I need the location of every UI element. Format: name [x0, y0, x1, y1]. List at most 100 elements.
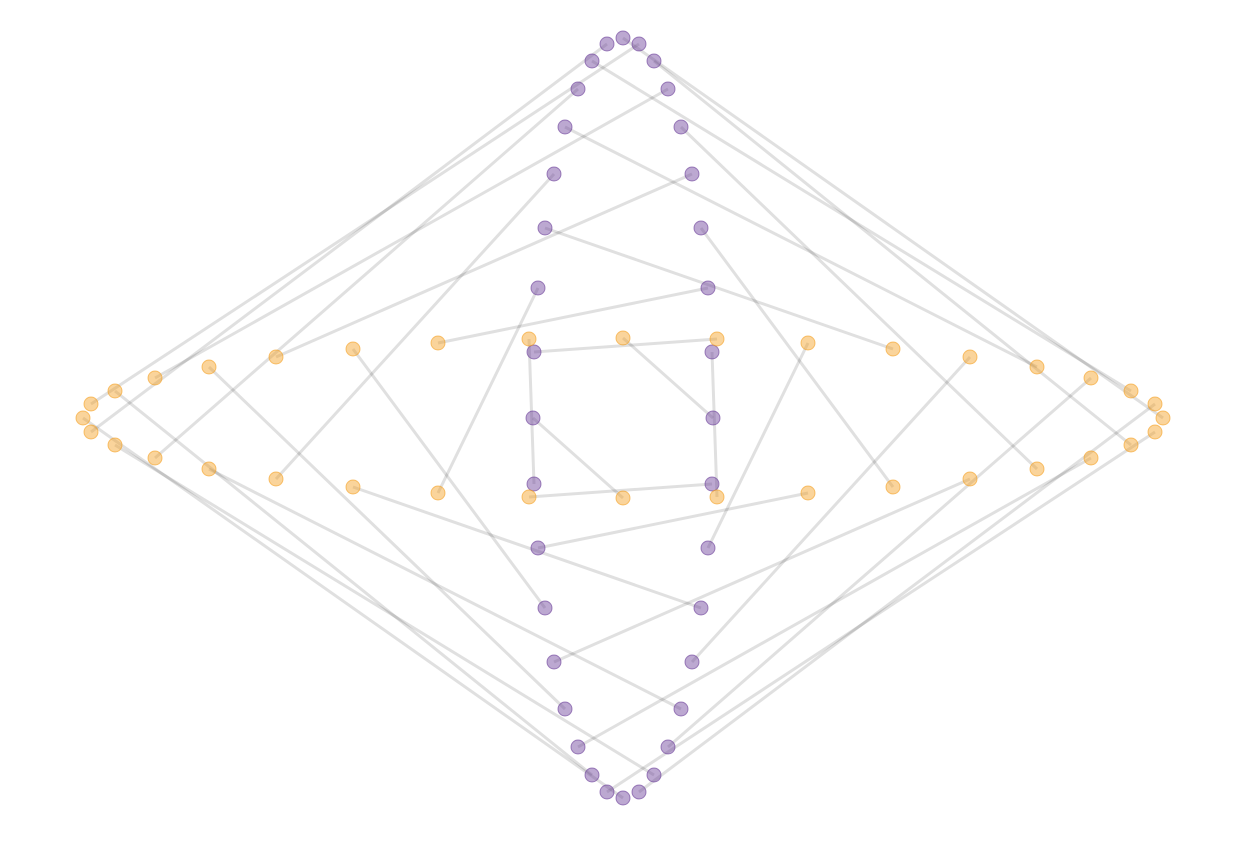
point	[557, 119, 573, 135]
point	[107, 437, 123, 453]
point	[83, 424, 99, 440]
link	[638, 402, 1156, 794]
link	[208, 467, 682, 711]
point	[201, 461, 217, 477]
point	[684, 654, 700, 670]
point	[615, 30, 631, 46]
link	[114, 443, 655, 777]
points	[75, 30, 1171, 806]
point	[83, 396, 99, 412]
point	[599, 784, 615, 800]
point	[660, 739, 676, 755]
point	[885, 479, 901, 495]
point	[599, 36, 615, 52]
point	[530, 280, 546, 296]
link	[90, 42, 608, 434]
link	[528, 482, 713, 499]
link	[154, 87, 669, 380]
link	[351, 348, 547, 609]
point	[962, 349, 978, 365]
link	[699, 227, 895, 488]
point	[660, 81, 676, 97]
point	[268, 471, 284, 487]
point	[546, 166, 562, 182]
link	[436, 287, 540, 494]
point	[700, 280, 716, 296]
point	[1147, 396, 1163, 412]
link	[706, 342, 810, 549]
point	[704, 476, 720, 492]
point	[584, 53, 600, 69]
point	[1123, 383, 1139, 399]
point	[1147, 424, 1163, 440]
point	[673, 119, 689, 135]
link	[553, 477, 971, 664]
link	[437, 286, 709, 345]
link	[564, 125, 1038, 369]
link	[82, 416, 624, 800]
point	[693, 600, 709, 616]
point	[584, 767, 600, 783]
point	[705, 410, 721, 426]
point	[700, 540, 716, 556]
link	[606, 430, 1156, 794]
link	[653, 59, 1132, 447]
point	[800, 335, 816, 351]
point	[962, 471, 978, 487]
point	[147, 370, 163, 386]
link	[274, 172, 556, 481]
point	[673, 701, 689, 717]
point	[684, 166, 700, 182]
link	[275, 172, 693, 359]
point	[345, 479, 361, 495]
point	[800, 485, 816, 501]
link	[532, 416, 624, 500]
link	[690, 355, 972, 664]
point	[704, 344, 720, 360]
point	[1155, 410, 1171, 426]
links	[82, 36, 1164, 800]
point	[525, 410, 541, 426]
point	[709, 331, 725, 347]
point	[530, 540, 546, 556]
point	[526, 344, 542, 360]
point	[1083, 450, 1099, 466]
link	[537, 491, 809, 550]
point	[615, 330, 631, 346]
link	[591, 59, 1132, 393]
point	[709, 489, 725, 505]
link	[622, 36, 1164, 420]
link	[90, 42, 640, 406]
point	[345, 341, 361, 357]
point	[693, 220, 709, 236]
point	[570, 739, 586, 755]
point	[646, 767, 662, 783]
point	[268, 349, 284, 365]
point	[537, 220, 553, 236]
point	[201, 359, 217, 375]
point	[615, 790, 631, 806]
link	[544, 226, 894, 351]
point	[521, 331, 537, 347]
link	[207, 365, 567, 711]
link	[114, 389, 593, 777]
point	[615, 490, 631, 506]
point	[521, 489, 537, 505]
point	[107, 383, 123, 399]
point	[646, 53, 662, 69]
link	[154, 87, 579, 460]
point	[1083, 370, 1099, 386]
point	[75, 410, 91, 426]
link	[352, 485, 702, 610]
point	[1123, 437, 1139, 453]
point	[147, 450, 163, 466]
point	[631, 36, 647, 52]
point	[557, 701, 573, 717]
point	[885, 341, 901, 357]
point	[537, 600, 553, 616]
point	[631, 784, 647, 800]
point	[1029, 359, 1045, 375]
link	[679, 125, 1039, 471]
point	[546, 654, 562, 670]
